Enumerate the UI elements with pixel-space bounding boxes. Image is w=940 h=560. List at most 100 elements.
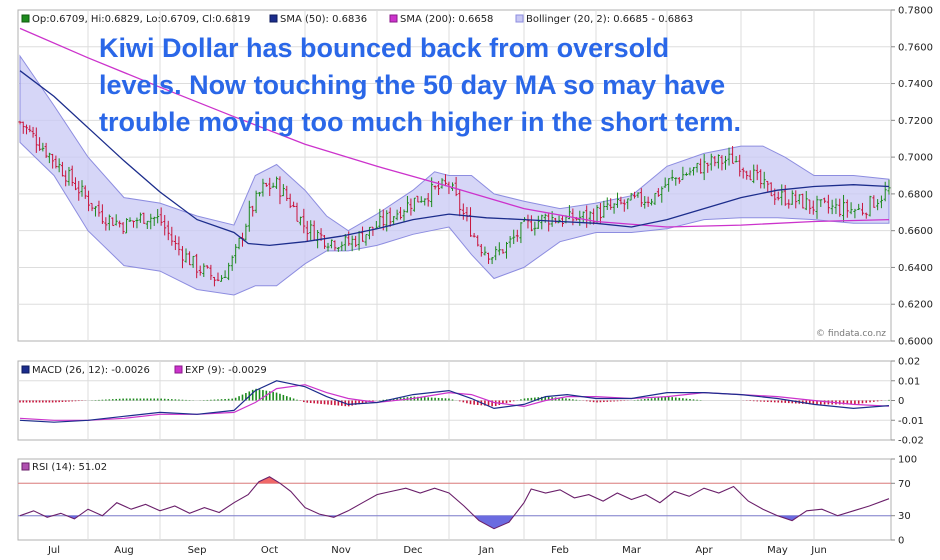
watermark: © findata.co.nz bbox=[816, 329, 886, 339]
ohlc-bar bbox=[609, 198, 613, 210]
ohlc-bar bbox=[145, 220, 149, 229]
macd-y-axis: 0.02 0.01 0 -0.01 -0.02 bbox=[891, 357, 924, 447]
ohlc-bar bbox=[716, 154, 720, 169]
ohlc-bar bbox=[180, 246, 184, 269]
legend-label: SMA (50): 0.6836 bbox=[280, 14, 367, 25]
ohlc-bar bbox=[34, 127, 38, 153]
x-tick-label: Sep bbox=[188, 545, 207, 556]
ohlc-bar bbox=[104, 217, 108, 231]
ohlc-bar bbox=[639, 188, 643, 207]
ohlc-bar bbox=[31, 126, 35, 138]
ohlc-bar bbox=[100, 204, 104, 224]
ohlc-bar bbox=[695, 162, 699, 173]
ohlc-bar bbox=[128, 217, 132, 222]
legend-item: EXP (9): -0.0029 bbox=[174, 365, 267, 376]
ohlc-bar bbox=[323, 235, 327, 249]
ohlc-bar bbox=[385, 210, 389, 232]
ohlc-bar bbox=[483, 246, 487, 256]
ohlc-bar bbox=[702, 154, 706, 181]
ohlc-bar bbox=[490, 257, 494, 265]
y-tick-label: -0.01 bbox=[898, 416, 924, 427]
ohlc-bar bbox=[706, 162, 710, 173]
ohlc-bar bbox=[166, 220, 170, 241]
ohlc-bar bbox=[602, 200, 606, 218]
ohlc-bar bbox=[234, 244, 238, 264]
ohlc-bar bbox=[237, 237, 241, 250]
ohlc-bar bbox=[759, 169, 763, 189]
ohlc-bar bbox=[748, 170, 752, 181]
ohlc-bar bbox=[261, 178, 265, 197]
ohlc-bar bbox=[699, 158, 703, 174]
ohlc-bar bbox=[135, 217, 139, 229]
y-tick-label: 0.01 bbox=[898, 376, 920, 387]
ohlc-bar bbox=[681, 166, 685, 181]
ohlc-bar bbox=[28, 125, 32, 133]
x-tick-label: Jun bbox=[810, 545, 827, 556]
ohlc-bar bbox=[38, 137, 42, 151]
ohlc-bar bbox=[636, 192, 640, 198]
ohlc-bar bbox=[405, 195, 409, 213]
ohlc-bar bbox=[268, 177, 272, 197]
navy-square-icon bbox=[269, 14, 278, 23]
ohlc-bar bbox=[159, 207, 163, 226]
y-tick-label: 0.6400 bbox=[898, 263, 933, 274]
rsi-panel: 100 70 30 0 RSI (14): 51.02 bbox=[17, 455, 917, 547]
ohlc-bar bbox=[804, 191, 808, 211]
ohlc-bar bbox=[472, 232, 476, 238]
legend-label: Op:0.6709, Hi:0.6829, Lo:0.6709, Cl:0.68… bbox=[32, 14, 250, 25]
ohlc-bar bbox=[156, 209, 160, 224]
ohlc-bar bbox=[808, 199, 812, 214]
ohlc-bar bbox=[461, 203, 465, 220]
ohlc-bar bbox=[443, 174, 447, 187]
ohlc-bar bbox=[227, 262, 231, 281]
ohlc-bar bbox=[501, 249, 505, 254]
ohlc-bar bbox=[741, 167, 745, 179]
ohlc-bar bbox=[519, 222, 523, 244]
x-tick-label: Aug bbox=[114, 545, 134, 556]
ohlc-bar bbox=[830, 199, 834, 215]
ohlc-bar bbox=[720, 155, 724, 171]
ohlc-bar bbox=[93, 206, 97, 217]
ohlc-bar bbox=[118, 220, 122, 228]
ohlc-bar bbox=[515, 229, 519, 242]
ohlc-bar bbox=[629, 192, 633, 201]
ohlc-bar bbox=[347, 231, 351, 246]
ohlc-bar bbox=[402, 209, 406, 222]
ohlc-bar bbox=[688, 167, 692, 176]
ohlc-bar bbox=[713, 155, 717, 167]
price-panel: 0.7800 0.7600 0.7400 0.7200 0.7000 0.6800 0.66… bbox=[17, 6, 933, 348]
ohlc-bar bbox=[254, 190, 258, 214]
ohlc-bar bbox=[361, 226, 365, 242]
ohlc-bar bbox=[367, 226, 371, 240]
ohlc-bar bbox=[633, 191, 637, 199]
ohlc-bar bbox=[83, 185, 87, 199]
y-tick-label: 0.6600 bbox=[898, 226, 933, 237]
ohlc-bar bbox=[834, 198, 838, 215]
y-tick-label: 0.7800 bbox=[898, 6, 933, 17]
y-tick-label: 0.7400 bbox=[898, 79, 933, 90]
ohlc-bar bbox=[663, 177, 667, 188]
ohlc-bar bbox=[731, 146, 735, 164]
ohlc-bar bbox=[426, 193, 430, 207]
ohlc-bar bbox=[191, 255, 195, 268]
ohlc-bar bbox=[709, 153, 713, 171]
macd-grid bbox=[18, 361, 891, 440]
ohlc-bar bbox=[823, 197, 827, 204]
ohlc-bar bbox=[849, 202, 853, 215]
ohlc-bar bbox=[80, 180, 84, 197]
ohlc-bar bbox=[598, 202, 602, 224]
y-tick-label: 0 bbox=[898, 396, 904, 407]
ohlc-bar bbox=[588, 211, 592, 225]
ohlc-bar bbox=[302, 208, 306, 234]
ohlc-bar bbox=[333, 240, 337, 251]
y-tick-label: 0 bbox=[898, 536, 904, 547]
ohlc-bar bbox=[887, 179, 891, 195]
ohlc-bar bbox=[476, 235, 480, 247]
ohlc-bar bbox=[285, 185, 289, 202]
ohlc-bar bbox=[790, 190, 794, 205]
legend-label: RSI (14): 51.02 bbox=[32, 462, 107, 473]
legend-item: MACD (26, 12): -0.0026 bbox=[21, 365, 150, 376]
ohlc-bar bbox=[769, 182, 773, 197]
ohlc-bar bbox=[883, 181, 887, 202]
